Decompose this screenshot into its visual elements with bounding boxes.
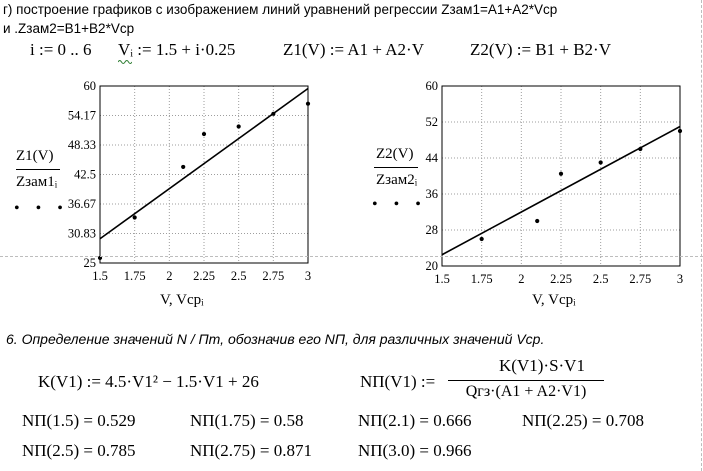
np-formula-numerator: K(V1)·S·V1: [499, 356, 585, 375]
chart-2-xtick-label: 2: [518, 272, 524, 286]
result-np-1-75[interactable]: NП(1.75) = 0.58: [190, 411, 304, 430]
np-formula-lhs[interactable]: NП(V1) :=: [360, 372, 436, 391]
chart-1-xlabel: V, Vcpᵢ: [160, 292, 204, 308]
chart-2-ylabel-bottom: Zзам2ᵢ: [376, 172, 418, 188]
chart-1[interactable]: 1.5 1.75 2 2.25 2.5 2.75 3 25 30.83 36.67 42.5 48.3…: [0, 70, 340, 320]
chart-1-ytick-label: 54.17: [68, 109, 96, 123]
chart-1-ytick-label: 25: [84, 256, 97, 270]
chart-2-ytick-label: 20: [426, 259, 439, 273]
chart-1-data-point: [181, 164, 186, 170]
chart-1-ytick-label: 36.67: [68, 197, 96, 211]
chart-1-regression-line: [99, 87, 309, 240]
chart-2-xtick-label: 2.5: [593, 272, 609, 286]
result-np-2-25[interactable]: NП(2.25) = 0.708: [522, 411, 644, 430]
result-np-2-1[interactable]: NП(2.1) = 0.666: [358, 411, 472, 430]
chart-2-xtick-label: 1.75: [471, 272, 493, 286]
header-line-2: и .Zзам2=В1+В2*Vср: [3, 21, 135, 36]
chart-1-plot: 1.5 1.75 2 2.25 2.5 2.75 3 25 30.83 36.67 42.5 48.3…: [68, 79, 311, 283]
chart-2[interactable]: 1.5 1.75 2 2.25 2.5 2.75 3 20 28 36 44 52 60: [340, 70, 703, 320]
chart-2-ytick-label: 36: [426, 187, 439, 201]
chart-2-xtick-label: 2.75: [629, 272, 651, 286]
chart-2-xtick-label: 3: [677, 272, 683, 286]
chart-2-regression-line: [441, 125, 681, 256]
result-np-1-5[interactable]: NП(1.5) = 0.529: [22, 411, 136, 430]
page-separator-vertical: [701, 0, 702, 471]
chart-1-xtick-label: 1.75: [124, 269, 146, 283]
chart-2-xlabel: V, Vcpᵢ: [532, 292, 576, 308]
chart-1-ytick-label: 60: [84, 79, 97, 93]
chart-2-data-point: [558, 171, 564, 176]
page-separator-horizontal: [0, 256, 703, 257]
chart-1-xtick-label: 2: [166, 269, 172, 283]
chart-2-ytick-label: 52: [426, 115, 439, 129]
chart-2-plot: 1.5 1.75 2 2.25 2.5 2.75 3 20 28 36 44 52 60: [426, 79, 684, 286]
chart-2-legend-dots: • • •: [372, 196, 427, 213]
chart-2-frame: [441, 85, 681, 267]
chart-1-legend-dots: • • •: [14, 200, 69, 217]
range-definition[interactable]: i := 0 .. 6: [30, 40, 92, 59]
chart-1-xtick-label: 3: [305, 269, 311, 283]
chart-1-xtick-label: 2.5: [231, 269, 247, 283]
chart-2-ylabel-divider: [374, 167, 418, 168]
chart-1-ylabel-divider: [16, 169, 60, 170]
chart-1-ytick-label: 30.83: [68, 227, 96, 241]
np-fraction-bar: [448, 380, 604, 381]
chart-1-ylabel-bottom: Zзам1ᵢ: [16, 174, 58, 190]
result-np-2-5[interactable]: NП(2.5) = 0.785: [22, 441, 136, 460]
chart-2-ylabel-top: Z2(V): [376, 146, 414, 162]
chart-2-data-point: [638, 146, 643, 152]
squiggle-underline-icon: [118, 60, 132, 64]
chart-2-xtick-label: 2.25: [550, 272, 572, 286]
chart-2-xtick-label: 1.5: [434, 272, 450, 286]
chart-1-xtick-label: 2.75: [262, 269, 284, 283]
chart-1-frame: [99, 85, 309, 264]
chart-2-data-point: [598, 160, 603, 165]
chart-1-ytick-label: 42.5: [74, 168, 96, 182]
section-6-heading: 6. Определение значений N / Пт, обозначи…: [6, 331, 545, 347]
chart-1-data-point: [271, 111, 276, 116]
k-formula[interactable]: K(V1) := 4.5·V1² − 1.5·V1 + 26: [38, 372, 259, 391]
chart-1-xtick-label: 1.5: [92, 269, 108, 283]
chart-2-data-point: [677, 128, 683, 134]
chart-2-data-point: [479, 236, 484, 242]
chart-2-ytick-label: 28: [426, 223, 439, 237]
np-formula-denominator: Qгз·(A1 + A2·V1): [465, 383, 587, 400]
chart-2-ytick-label: 44: [426, 151, 439, 165]
v-definition[interactable]: Vᵢ := 1.5 + i·0.25: [118, 40, 236, 59]
result-np-2-75[interactable]: NП(2.75) = 0.871: [190, 441, 312, 460]
z2-definition[interactable]: Z2(V) := B1 + B2·V: [470, 40, 611, 59]
chart-2-data-point: [535, 218, 540, 224]
chart-1-data-point: [236, 124, 241, 129]
chart-1-ytick-label: 48.33: [68, 138, 96, 152]
chart-1-data-point: [132, 215, 137, 220]
chart-1-ylabel-top: Z1(V): [16, 148, 54, 164]
chart-1-data-point: [305, 101, 311, 106]
chart-1-data-point: [201, 131, 207, 137]
chart-2-ytick-label: 60: [426, 79, 439, 93]
header-line-1: г) построение графиков с изображением ли…: [3, 2, 558, 17]
z1-definition[interactable]: Z1(V) := A1 + A2·V: [283, 40, 424, 59]
chart-1-xtick-label: 2.25: [193, 269, 215, 283]
result-np-3-0[interactable]: NП(3.0) = 0.966: [358, 441, 472, 460]
